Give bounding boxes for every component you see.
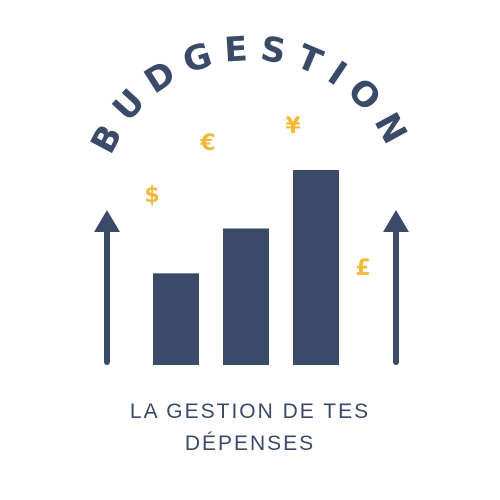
euro-icon: € [199,131,215,156]
up-arrow-right-icon [383,210,409,365]
tagline-line-1: LA GESTION DE TES [129,400,371,423]
bar-tall [293,170,339,365]
bar-medium [223,228,269,365]
yen-icon: ¥ [285,114,301,139]
up-arrow-left-icon [94,210,120,365]
bar-short [153,273,199,365]
dollar-icon: $ [144,183,159,208]
brand-name: BUDGESTION [83,28,420,160]
pound-icon: £ [355,256,370,281]
tagline-line-2: DÉPENSES [184,432,316,455]
